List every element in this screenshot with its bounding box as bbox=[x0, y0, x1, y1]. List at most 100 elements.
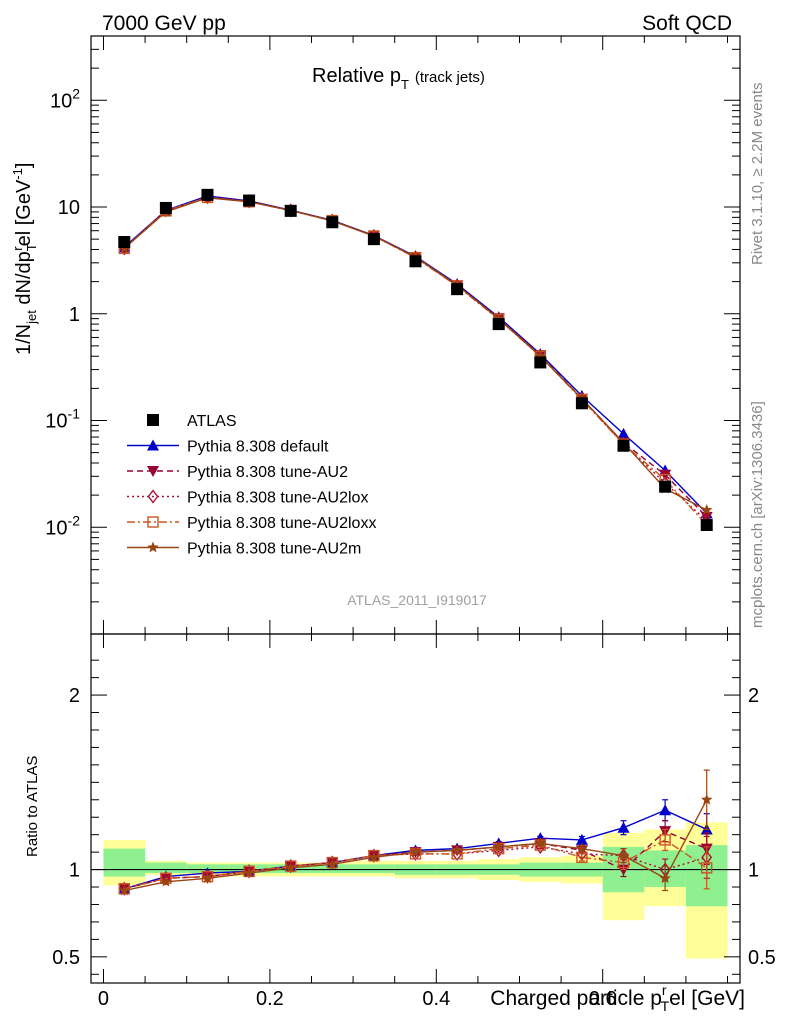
ratio-point-AU2m bbox=[118, 884, 130, 896]
main-y-tick-label: 1 bbox=[69, 304, 80, 326]
x-tick-label: 0.2 bbox=[256, 988, 284, 1010]
legend: ATLAS Pythia 8.308 default Pythia 8.308 tu… bbox=[127, 413, 376, 558]
legend-entry-AU2: Pythia 8.308 tune-AU2 bbox=[127, 464, 348, 481]
main-y-tick-label: 10-1 bbox=[45, 406, 80, 433]
main-point-ATLAS bbox=[284, 204, 297, 217]
legend-label-AU2lox: Pythia 8.308 tune-AU2lox bbox=[187, 490, 368, 507]
ratio-point-AU2m bbox=[576, 842, 588, 854]
main-y-tick-label: 10 bbox=[58, 197, 80, 219]
ratio-y-tick-label-right: 2 bbox=[748, 685, 759, 707]
main-point-ATLAS bbox=[659, 480, 672, 493]
ratio-point-AU2lox bbox=[368, 848, 380, 863]
ratio-point-AU2lox bbox=[326, 855, 338, 870]
main-point-AU2m bbox=[493, 312, 505, 324]
ratio-point-default bbox=[659, 804, 672, 816]
main-point-ATLAS bbox=[492, 318, 505, 331]
plot-title-sub: T bbox=[401, 77, 409, 92]
legend-entry-default: Pythia 8.308 default bbox=[127, 439, 329, 456]
ratio-point-AU2m bbox=[201, 872, 214, 884]
ratio-y-tick-label-left: 2 bbox=[69, 685, 80, 707]
ratio-point-AU2m bbox=[617, 849, 630, 861]
ratio-y-tick-label-right: 0.5 bbox=[748, 947, 776, 969]
ratio-frame bbox=[90, 633, 741, 984]
main-point-AU2m bbox=[534, 350, 547, 362]
ratio-point-AU2lox bbox=[285, 858, 297, 874]
legend-marker-default bbox=[147, 439, 159, 451]
x-axis-label: Charged particle pr Tel [GeV] bbox=[490, 982, 745, 1014]
ratio-point-AU2lox bbox=[243, 864, 255, 879]
legend-marker-AU2m bbox=[147, 541, 159, 553]
plot-title-extra: (track jets) bbox=[415, 69, 485, 86]
ratio-point-AU2m bbox=[659, 872, 671, 884]
main-point-default bbox=[617, 427, 630, 439]
main-ylabel: 1/Njet dN/dpTrel [GeV-1] bbox=[10, 163, 39, 355]
ratio-point-AU2m bbox=[368, 851, 380, 863]
legend-marker-AU2loxx bbox=[147, 516, 159, 528]
legend-label-AU2: Pythia 8.308 tune-AU2 bbox=[187, 464, 348, 481]
ratio-point-AU2m bbox=[534, 837, 547, 849]
ratio-point-AU2m bbox=[451, 844, 463, 856]
rivet-side-label: Rivet 3.1.10, ≥ 2.2M events bbox=[749, 83, 766, 266]
main-point-ATLAS bbox=[700, 518, 713, 531]
header-left: 7000 GeV pp bbox=[102, 12, 226, 35]
ratio-point-AU2loxx bbox=[659, 834, 671, 846]
mcplots-side-label: mcplots.cern.ch [arXiv:1306.3436] bbox=[749, 401, 766, 628]
main-point-ATLAS bbox=[409, 255, 422, 268]
legend-entry-ATLAS: ATLAS bbox=[147, 413, 237, 430]
legend-label-ATLAS: ATLAS bbox=[187, 413, 237, 430]
axes-and-ticks: 0 0.2 0.4 0.6 10-2 10-1 1 10 102 0.5 0.5 1 1 2 2 bbox=[45, 35, 776, 1010]
plot-title: Relative pT (track jets) bbox=[312, 65, 485, 92]
legend-marker-AU2lox bbox=[147, 489, 159, 504]
header-right: Soft QCD bbox=[642, 12, 732, 35]
ratio-point-AU2m bbox=[409, 846, 422, 857]
plot-title-main: Relative p bbox=[312, 65, 401, 87]
legend-label-default: Pythia 8.308 default bbox=[187, 439, 329, 456]
legend-entry-AU2m: Pythia 8.308 tune-AU2m bbox=[127, 541, 361, 558]
main-point-ATLAS bbox=[617, 439, 630, 452]
ratio-point-AU2lox bbox=[118, 881, 130, 896]
legend-entry-AU2lox: Pythia 8.308 tune-AU2lox bbox=[127, 489, 368, 507]
legend-label-AU2m: Pythia 8.308 tune-AU2m bbox=[187, 541, 361, 558]
ratio-y-tick-label-left: 0.5 bbox=[52, 947, 80, 969]
inner-band-bin-6 bbox=[353, 864, 395, 874]
ratio-panel-series bbox=[118, 769, 713, 896]
x-tick-label: 0 bbox=[98, 988, 109, 1010]
ratio-ylabel: Ratio to ATLAS bbox=[24, 756, 41, 857]
ratio-point-AU2loxx bbox=[701, 862, 713, 874]
main-point-ATLAS bbox=[451, 283, 464, 296]
main-point-ATLAS bbox=[201, 188, 214, 201]
ratio-point-AU2lox bbox=[451, 846, 463, 862]
main-point-ATLAS bbox=[159, 201, 172, 214]
ratio-point-AU2m bbox=[493, 840, 505, 852]
x-tick-label: 0.6 bbox=[589, 988, 617, 1010]
x-tick-label: 0.4 bbox=[422, 988, 450, 1010]
main-point-ATLAS bbox=[534, 356, 547, 369]
ratio-point-AU2m bbox=[701, 793, 713, 805]
ratio-point-default bbox=[617, 821, 630, 833]
ratio-series-AU2m bbox=[118, 769, 713, 896]
ratio-point-AU2m bbox=[284, 861, 297, 873]
legend-marker-ATLAS bbox=[147, 414, 159, 426]
ratio-point-AU2lox bbox=[202, 869, 213, 884]
ratio-point-default bbox=[575, 833, 588, 845]
main-point-AU2m bbox=[701, 504, 713, 515]
main-point-ATLAS bbox=[367, 233, 380, 246]
main-point-ATLAS bbox=[575, 397, 588, 410]
main-point-ATLAS bbox=[326, 216, 339, 229]
main-panel-series bbox=[118, 188, 713, 531]
main-point-ATLAS bbox=[243, 194, 256, 207]
ratio-y-tick-label-left: 1 bbox=[69, 860, 80, 882]
legend-label-AU2loxx: Pythia 8.308 tune-AU2loxx bbox=[187, 515, 376, 532]
main-y-tick-label: 10-2 bbox=[45, 512, 80, 539]
main-series-ATLAS bbox=[118, 188, 713, 531]
main-point-AU2 bbox=[700, 511, 713, 523]
ratio-point-AU2m bbox=[326, 858, 338, 870]
ratio-point-AU2m bbox=[160, 875, 172, 887]
ratio-y-tick-label-right: 1 bbox=[748, 860, 759, 882]
legend-entry-AU2loxx: Pythia 8.308 tune-AU2loxx bbox=[127, 515, 376, 532]
legend-marker-AU2 bbox=[147, 466, 159, 477]
main-point-ATLAS bbox=[118, 236, 131, 249]
inner-band-bin-0 bbox=[103, 848, 146, 877]
